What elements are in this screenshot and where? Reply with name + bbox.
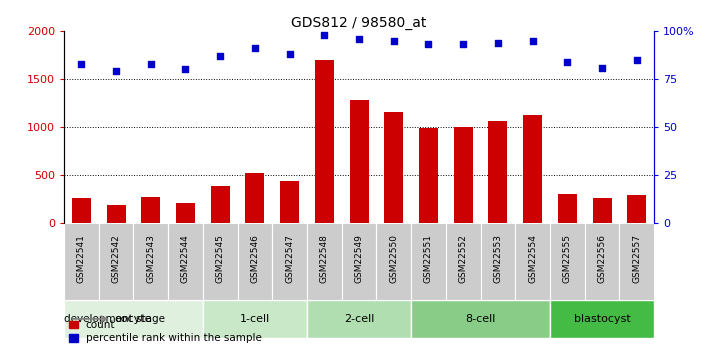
Legend: count, percentile rank within the sample: count, percentile rank within the sample xyxy=(69,320,262,343)
Bar xyxy=(342,223,376,300)
Point xyxy=(145,61,156,67)
Bar xyxy=(107,205,126,223)
Bar xyxy=(454,127,473,223)
Bar xyxy=(307,300,411,338)
Point xyxy=(597,65,608,70)
Point xyxy=(284,51,295,57)
Point xyxy=(75,61,87,67)
Point xyxy=(250,46,261,51)
Text: blastocyst: blastocyst xyxy=(574,314,631,324)
Text: GSM22555: GSM22555 xyxy=(563,235,572,284)
Text: GSM22551: GSM22551 xyxy=(424,235,433,284)
Bar xyxy=(488,121,508,223)
Point xyxy=(353,36,365,41)
Bar xyxy=(168,223,203,300)
Title: GDS812 / 98580_at: GDS812 / 98580_at xyxy=(292,16,427,30)
Text: GSM22541: GSM22541 xyxy=(77,235,86,283)
Bar xyxy=(384,112,403,223)
Text: GSM22553: GSM22553 xyxy=(493,235,503,284)
Point xyxy=(457,42,469,47)
Point xyxy=(180,67,191,72)
Bar xyxy=(64,223,99,300)
Bar xyxy=(619,223,654,300)
Bar xyxy=(350,100,368,223)
Bar xyxy=(419,128,438,223)
Text: oocyte: oocyte xyxy=(114,314,152,324)
Bar xyxy=(592,198,611,223)
Bar xyxy=(280,181,299,223)
Bar xyxy=(210,186,230,223)
Bar xyxy=(558,194,577,223)
Bar xyxy=(141,197,160,223)
Text: GSM22556: GSM22556 xyxy=(597,235,606,284)
Text: GSM22542: GSM22542 xyxy=(112,235,121,283)
Point xyxy=(423,42,434,47)
Bar xyxy=(307,223,342,300)
Bar xyxy=(237,223,272,300)
Bar xyxy=(523,115,542,223)
Text: GSM22545: GSM22545 xyxy=(215,235,225,283)
Text: GSM22548: GSM22548 xyxy=(320,235,329,283)
Bar xyxy=(550,223,584,300)
Point xyxy=(319,32,330,38)
Text: GSM22546: GSM22546 xyxy=(250,235,260,283)
Point xyxy=(215,53,226,59)
Bar xyxy=(72,198,91,223)
Bar xyxy=(515,223,550,300)
Bar xyxy=(245,172,264,223)
Bar xyxy=(584,223,619,300)
Bar xyxy=(272,223,307,300)
Bar xyxy=(203,223,237,300)
Bar xyxy=(134,223,168,300)
Text: GSM22552: GSM22552 xyxy=(459,235,468,283)
Point xyxy=(562,59,573,65)
Bar xyxy=(315,60,334,223)
Bar xyxy=(64,300,203,338)
Bar xyxy=(446,223,481,300)
Bar xyxy=(176,203,195,223)
Bar xyxy=(411,223,446,300)
Bar xyxy=(550,300,654,338)
Text: GSM22554: GSM22554 xyxy=(528,235,537,283)
Bar xyxy=(203,300,307,338)
Text: GSM22543: GSM22543 xyxy=(146,235,155,283)
Point xyxy=(388,38,400,43)
Bar xyxy=(627,195,646,223)
Point xyxy=(492,40,503,45)
Text: development stage: development stage xyxy=(64,314,166,324)
Bar xyxy=(99,223,134,300)
Text: GSM22547: GSM22547 xyxy=(285,235,294,283)
Point xyxy=(527,38,538,43)
Text: 1-cell: 1-cell xyxy=(240,314,270,324)
Text: GSM22549: GSM22549 xyxy=(355,235,363,283)
Text: GSM22544: GSM22544 xyxy=(181,235,190,283)
Bar xyxy=(481,223,515,300)
Bar xyxy=(376,223,411,300)
Text: GSM22550: GSM22550 xyxy=(389,235,398,284)
Text: GSM22557: GSM22557 xyxy=(632,235,641,284)
Text: 8-cell: 8-cell xyxy=(466,314,496,324)
Point xyxy=(110,69,122,74)
Bar xyxy=(411,300,550,338)
Point xyxy=(631,57,643,62)
Text: 2-cell: 2-cell xyxy=(344,314,374,324)
